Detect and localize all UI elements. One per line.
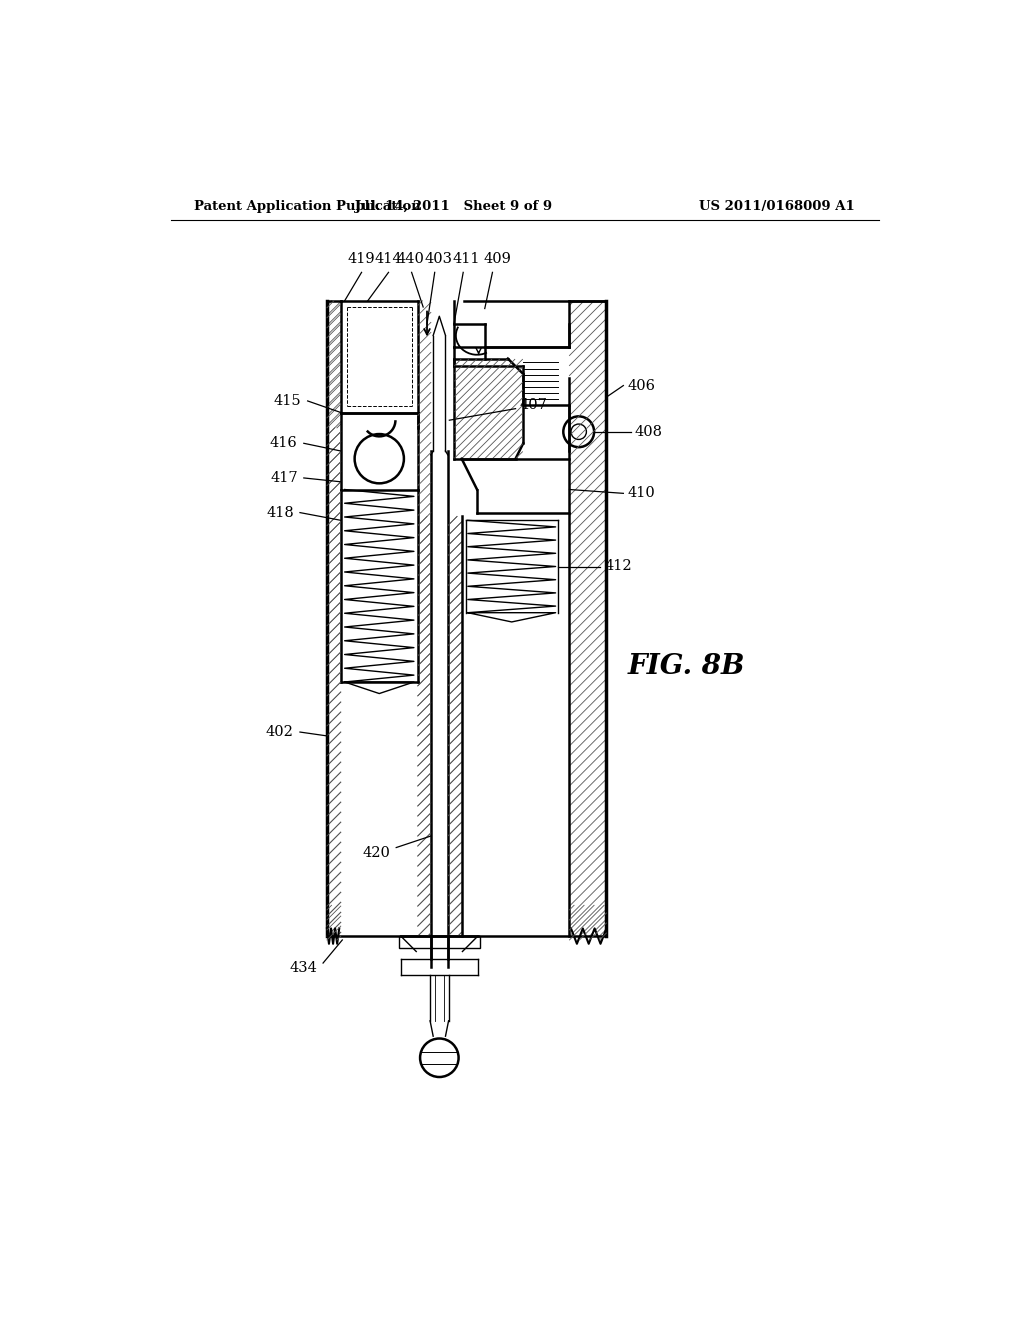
Text: 414: 414 (375, 252, 402, 267)
Text: 434: 434 (289, 961, 316, 975)
Text: 440: 440 (396, 252, 424, 267)
Text: Patent Application Publication: Patent Application Publication (194, 199, 421, 213)
Text: 419: 419 (348, 252, 376, 267)
Text: Jul. 14, 2011   Sheet 9 of 9: Jul. 14, 2011 Sheet 9 of 9 (355, 199, 553, 213)
Text: FIG. 8B: FIG. 8B (628, 653, 744, 680)
Text: 403: 403 (425, 252, 453, 267)
Text: 415: 415 (273, 393, 301, 408)
Text: 402: 402 (266, 725, 294, 739)
Text: 412: 412 (604, 560, 632, 573)
Text: 409: 409 (483, 252, 511, 267)
Text: 417: 417 (270, 471, 298, 484)
Text: 406: 406 (628, 379, 655, 392)
Text: 408: 408 (635, 425, 663, 438)
Text: 418: 418 (266, 506, 294, 520)
Text: 420: 420 (362, 846, 391, 859)
Text: 410: 410 (628, 486, 655, 500)
Text: 416: 416 (270, 437, 298, 450)
Text: 411: 411 (453, 252, 480, 267)
Text: US 2011/0168009 A1: US 2011/0168009 A1 (699, 199, 855, 213)
Bar (398, 936, 480, 948)
Text: 407: 407 (519, 397, 547, 412)
